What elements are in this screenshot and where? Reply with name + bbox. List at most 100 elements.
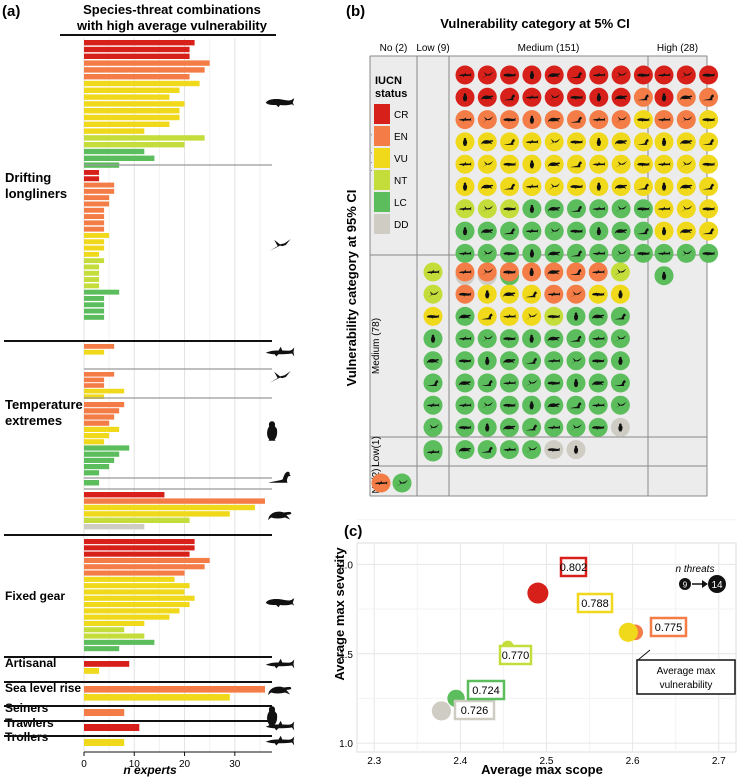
n-threats-arrowhead-icon <box>702 580 708 588</box>
bird-icon <box>269 371 291 383</box>
bar <box>84 214 105 219</box>
bar <box>84 53 190 59</box>
species-dot <box>633 177 653 196</box>
group-label: Seiners <box>5 701 49 715</box>
bar <box>84 226 105 232</box>
bar <box>84 602 190 608</box>
species-dot <box>522 351 542 371</box>
species-dot <box>477 373 497 393</box>
value-label-box-cr <box>559 556 588 578</box>
bar <box>84 504 255 511</box>
n-threats-to: 14 <box>711 580 723 591</box>
species-dot <box>566 329 586 349</box>
species-dot <box>500 221 520 241</box>
value-label-box-nt <box>498 644 533 666</box>
panel-c-y-label: Average max severity <box>332 547 347 681</box>
bar <box>84 277 100 282</box>
bar <box>84 270 100 276</box>
bar <box>84 445 130 451</box>
bar <box>84 220 105 226</box>
x-tick-label: 30 <box>229 759 241 770</box>
bar <box>84 402 125 408</box>
group-label: extremes <box>5 413 62 428</box>
bar <box>84 646 120 652</box>
bar <box>84 148 145 155</box>
shark-icon <box>265 346 295 357</box>
grid-cell <box>416 465 450 497</box>
bar <box>84 245 105 251</box>
legend-label-en: EN <box>394 132 408 143</box>
legend-title: status <box>375 88 407 100</box>
legend-title: IUCN <box>375 75 402 87</box>
bar <box>84 545 195 551</box>
grid-cell <box>448 55 649 256</box>
grid-cell <box>448 465 649 497</box>
bar <box>84 383 105 388</box>
panel-a-title-line2: with high average vulnerability <box>76 18 268 33</box>
bar <box>84 694 230 701</box>
panel-b-title: Vulnerability category at 5% CI <box>440 16 630 31</box>
species-dot <box>477 306 497 326</box>
bar <box>84 188 115 194</box>
bar <box>84 142 185 148</box>
bar <box>84 661 130 667</box>
group-label: Trawlers <box>5 716 54 730</box>
legend-swatch-cr <box>374 104 390 124</box>
bar <box>84 251 100 257</box>
bar <box>84 492 165 498</box>
bar <box>84 114 180 121</box>
bar <box>84 724 140 731</box>
bar <box>84 524 145 530</box>
bar <box>84 627 125 633</box>
bar <box>84 170 100 175</box>
bar <box>84 394 105 399</box>
group-label: Fixed gear <box>5 589 65 603</box>
bar <box>84 686 265 693</box>
bar <box>84 551 190 557</box>
bar <box>84 633 145 639</box>
y-tick-label: 1.5 <box>339 650 353 661</box>
grid-cell <box>647 55 708 256</box>
bar <box>84 498 265 504</box>
bar <box>84 258 105 264</box>
bar <box>84 377 105 383</box>
species-dot <box>699 87 719 107</box>
bar <box>84 564 205 570</box>
legend-swatch-dd <box>374 214 390 234</box>
group-label: Artisanal <box>5 656 56 670</box>
bar <box>84 408 120 414</box>
species-dot <box>610 306 630 326</box>
bar <box>84 570 185 576</box>
bar <box>84 60 210 66</box>
x-tick-label: 20 <box>179 759 191 770</box>
bar <box>84 67 205 73</box>
value-label-en: 0.775 <box>655 622 683 634</box>
n-threats-label: n threats <box>676 564 715 575</box>
x-tick-label: 2.6 <box>626 756 640 767</box>
species-dot <box>633 132 653 152</box>
legend-swatch-vu <box>374 148 390 168</box>
y-tick-label: 2.0 <box>339 560 353 571</box>
penguin-icon <box>267 706 278 726</box>
x-tick-label: 2.4 <box>453 756 467 767</box>
grid-cell <box>416 55 450 256</box>
species-dot <box>633 221 653 241</box>
group-label: Drifting <box>5 170 51 185</box>
row-header: Medium (78) <box>371 318 382 374</box>
legend-label-lc: LC <box>394 198 407 209</box>
species-dot <box>423 373 443 393</box>
value-label-lc: 0.724 <box>472 685 500 697</box>
grid-cell <box>647 436 708 467</box>
legend-label-cr: CR <box>394 110 408 121</box>
legend-label-vu: VU <box>394 154 408 165</box>
bar <box>84 233 110 238</box>
bar <box>84 349 105 355</box>
bar <box>84 517 190 523</box>
bar <box>84 614 170 620</box>
bar <box>84 457 115 463</box>
bar <box>84 94 170 100</box>
species-dot <box>633 87 653 107</box>
